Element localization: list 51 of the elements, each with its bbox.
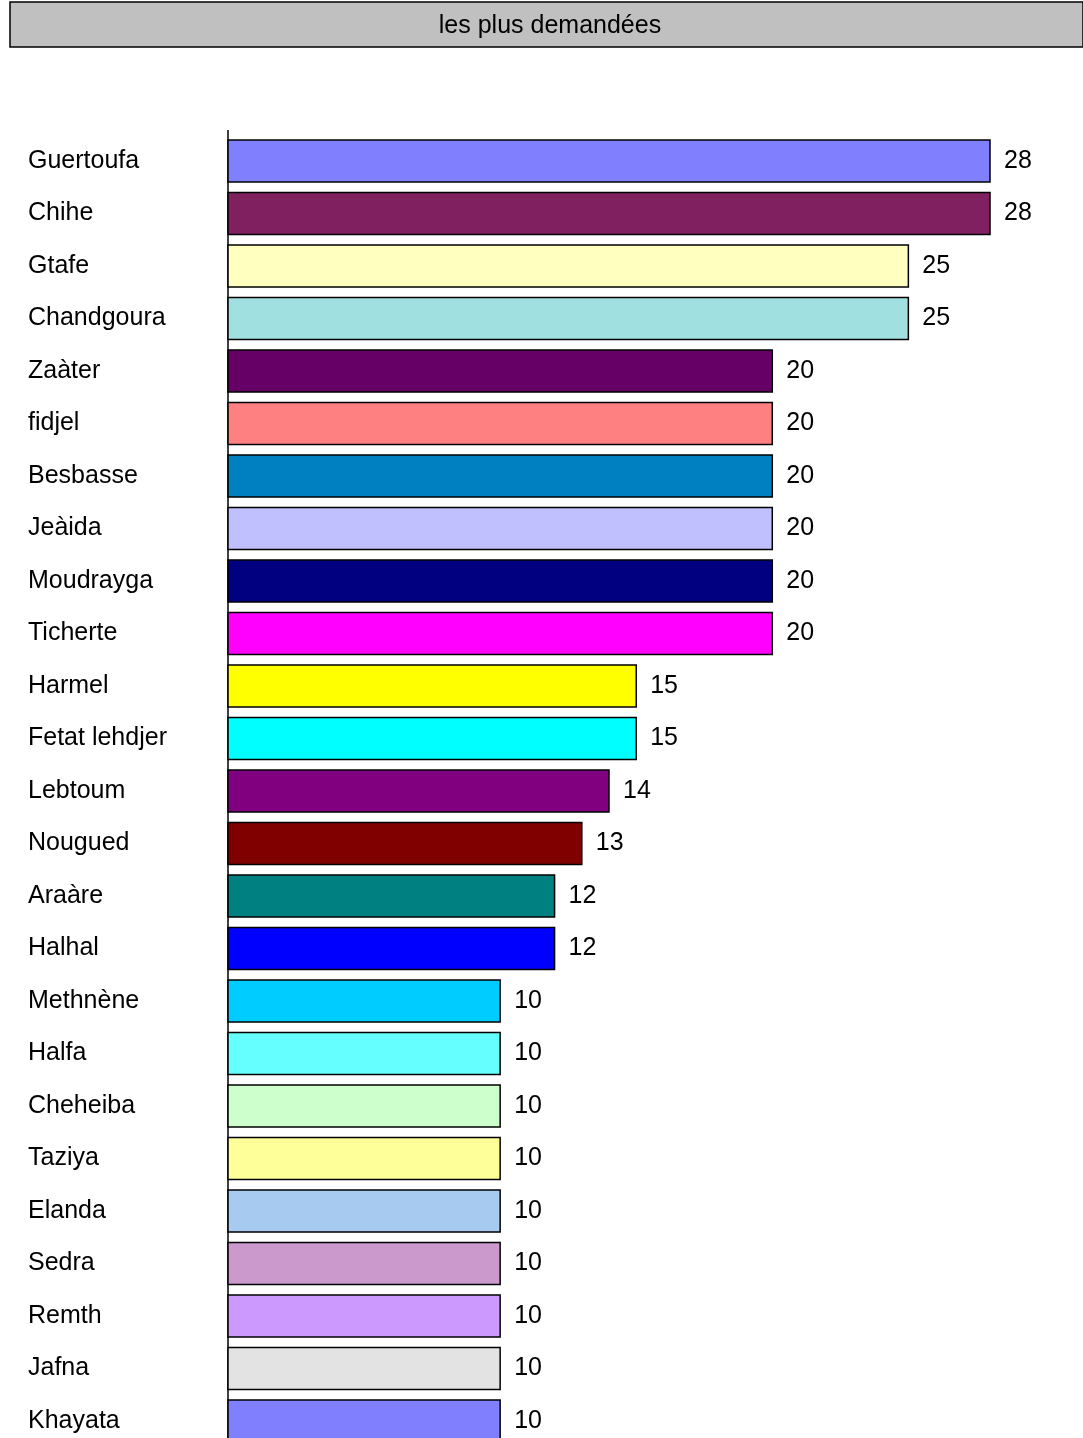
y-tick-label: Khayata xyxy=(28,1404,120,1433)
data-label: 13 xyxy=(595,827,624,856)
data-label: 10 xyxy=(514,1142,542,1171)
data-label: 14 xyxy=(623,774,651,803)
data-label: 10 xyxy=(514,1404,542,1433)
data-label: 10 xyxy=(514,984,542,1013)
data-label: 25 xyxy=(922,249,951,278)
data-label: 10 xyxy=(514,1247,542,1276)
data-label: 10 xyxy=(514,1299,542,1328)
y-tick-label: Chihe xyxy=(28,197,94,226)
y-tick-label: Methnène xyxy=(28,984,140,1013)
y-tick-label: Araàre xyxy=(28,879,104,908)
y-tick-label: Besbasse xyxy=(28,459,138,488)
data-label: 12 xyxy=(568,932,597,961)
data-label: 15 xyxy=(650,669,679,698)
y-tick-label: Zaàter xyxy=(28,354,101,383)
y-tick-label: Halhal xyxy=(28,932,99,961)
data-label: 20 xyxy=(786,354,815,383)
y-tick-label: Jeàida xyxy=(28,512,102,541)
data-label: 15 xyxy=(650,722,679,751)
y-tick-label: Nougued xyxy=(28,827,130,856)
y-tick-label: fidjel xyxy=(28,407,80,436)
y-tick-label: Sedra xyxy=(28,1247,95,1276)
data-label: 20 xyxy=(786,512,815,541)
y-tick-label: Cheheiba xyxy=(28,1089,136,1118)
data-label: 20 xyxy=(786,564,815,593)
y-tick-label: Remth xyxy=(28,1299,102,1328)
data-label: 12 xyxy=(568,879,597,908)
y-tick-label: Lebtoum xyxy=(28,774,126,803)
y-tick-label: Jafna xyxy=(28,1352,90,1381)
y-tick-label: Gtafe xyxy=(28,249,90,278)
data-label: 20 xyxy=(786,459,815,488)
data-label: 28 xyxy=(1004,197,1032,226)
y-tick-label: Moudrayga xyxy=(28,564,154,593)
data-label: 25 xyxy=(922,302,951,331)
y-tick-label: Fetat lehdjer xyxy=(28,722,167,751)
y-tick-label: Harmel xyxy=(28,669,109,698)
data-label: 10 xyxy=(514,1352,542,1381)
data-label: 20 xyxy=(786,407,815,436)
data-label: 28 xyxy=(1004,144,1032,173)
data-label: 10 xyxy=(514,1089,542,1118)
y-tick-label: Elanda xyxy=(28,1194,106,1223)
data-label: 10 xyxy=(514,1037,542,1066)
y-tick-label: Taziya xyxy=(28,1142,99,1171)
y-tick-label: Ticherte xyxy=(28,617,118,646)
y-tick-label: Guertoufa xyxy=(28,144,140,173)
chart-title: les plus demandées xyxy=(438,9,662,38)
data-label: 10 xyxy=(514,1194,542,1223)
y-tick-label: Halfa xyxy=(28,1037,87,1066)
data-label: 20 xyxy=(786,617,815,646)
y-tick-label: Chandgoura xyxy=(28,302,166,331)
